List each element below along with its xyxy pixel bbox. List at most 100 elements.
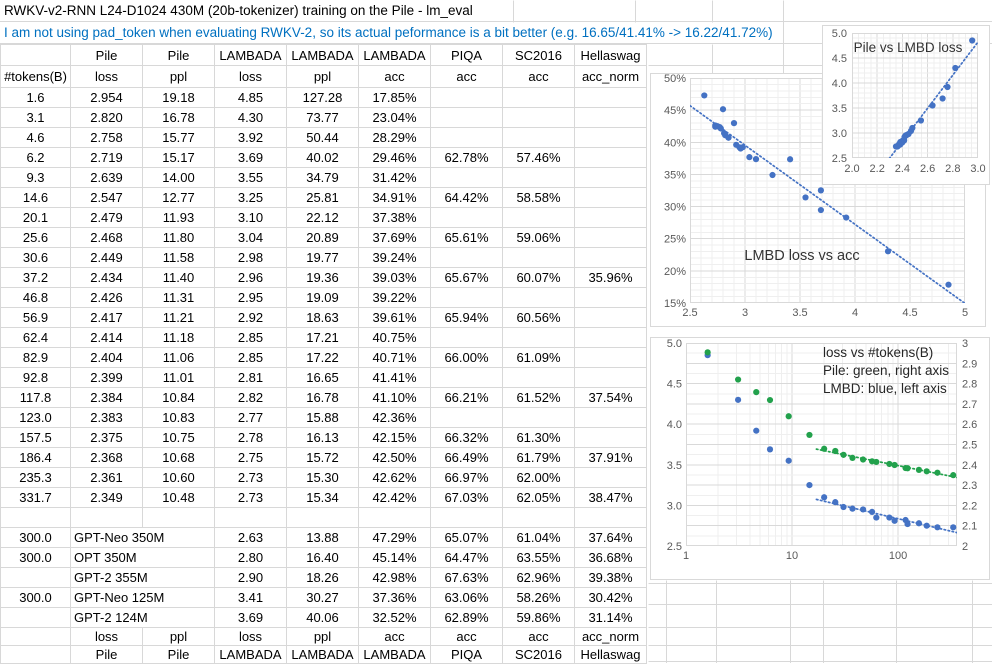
table-cell[interactable]: 4.85 <box>214 87 287 108</box>
table-cell[interactable]: 3.69 <box>214 147 287 168</box>
table-cell[interactable]: 3.55 <box>214 167 287 188</box>
table-cell[interactable]: 42.62% <box>358 467 431 488</box>
table-cell[interactable]: 300.0 <box>0 527 71 548</box>
table-cell[interactable]: 3.69 <box>214 607 287 628</box>
table-cell[interactable]: 10.48 <box>142 487 215 508</box>
table-cell[interactable]: 29.46% <box>358 147 431 168</box>
table-cell[interactable] <box>502 167 575 188</box>
table-cell[interactable]: 18.63 <box>286 307 359 328</box>
table-cell[interactable] <box>502 87 575 108</box>
table-cell[interactable]: 19.77 <box>286 247 359 268</box>
column-header[interactable]: acc_norm <box>574 65 647 88</box>
table-cell[interactable] <box>502 367 575 388</box>
table-cell[interactable]: 57.46% <box>502 147 575 168</box>
table-cell[interactable]: 2.375 <box>70 427 143 448</box>
table-cell[interactable]: 11.93 <box>142 207 215 228</box>
table-cell[interactable]: 2.639 <box>70 167 143 188</box>
table-cell[interactable]: 64.42% <box>430 187 503 208</box>
table-cell[interactable]: 2.85 <box>214 347 287 368</box>
table-cell[interactable]: 186.4 <box>0 447 71 468</box>
note-cell[interactable]: I am not using pad_token when evaluating… <box>0 22 992 44</box>
table-cell[interactable]: 2.383 <box>70 407 143 428</box>
table-cell[interactable]: 2.80 <box>214 547 287 568</box>
baseline-model-name[interactable]: GPT-2 355M <box>70 567 215 588</box>
table-cell[interactable] <box>574 347 647 368</box>
table-cell[interactable]: 66.49% <box>430 447 503 468</box>
column-header[interactable] <box>0 44 71 66</box>
table-cell[interactable]: 65.67% <box>430 267 503 288</box>
table-cell[interactable]: 2.820 <box>70 107 143 128</box>
footer-header[interactable]: loss <box>70 627 143 646</box>
table-cell[interactable] <box>574 147 647 168</box>
table-cell[interactable]: 60.07% <box>502 267 575 288</box>
table-cell[interactable]: 11.58 <box>142 247 215 268</box>
table-cell[interactable]: 2.63 <box>214 527 287 548</box>
table-cell[interactable] <box>430 107 503 128</box>
table-cell[interactable]: 3.10 <box>214 207 287 228</box>
table-cell[interactable] <box>430 507 503 528</box>
table-cell[interactable]: 2.95 <box>214 287 287 308</box>
footer-header[interactable]: Hellaswag <box>574 645 647 664</box>
column-header[interactable]: acc <box>430 65 503 88</box>
table-cell[interactable]: 35.96% <box>574 267 647 288</box>
table-cell[interactable]: 61.52% <box>502 387 575 408</box>
column-header[interactable]: LAMBADA <box>358 44 431 66</box>
table-cell[interactable] <box>574 207 647 228</box>
column-header[interactable]: loss <box>214 65 287 88</box>
table-cell[interactable]: 300.0 <box>0 547 71 568</box>
table-cell[interactable]: 59.06% <box>502 227 575 248</box>
table-cell[interactable]: 28.29% <box>358 127 431 148</box>
column-header[interactable]: PIQA <box>430 44 503 66</box>
table-cell[interactable]: 2.73 <box>214 467 287 488</box>
table-cell[interactable]: 46.8 <box>0 287 71 308</box>
table-cell[interactable]: 31.14% <box>574 607 647 628</box>
table-cell[interactable]: 10.84 <box>142 387 215 408</box>
table-cell[interactable]: 62.00% <box>502 467 575 488</box>
table-cell[interactable]: 15.17 <box>142 147 215 168</box>
table-cell[interactable] <box>430 87 503 108</box>
table-cell[interactable]: 39.22% <box>358 287 431 308</box>
table-cell[interactable]: 39.61% <box>358 307 431 328</box>
table-cell[interactable]: 123.0 <box>0 407 71 428</box>
table-cell[interactable]: 15.77 <box>142 127 215 148</box>
table-cell[interactable]: 15.88 <box>286 407 359 428</box>
table-cell[interactable] <box>574 407 647 428</box>
column-header[interactable]: SC2016 <box>502 44 575 66</box>
table-cell[interactable]: 34.79 <box>286 167 359 188</box>
table-cell[interactable]: 61.30% <box>502 427 575 448</box>
table-cell[interactable]: 11.06 <box>142 347 215 368</box>
table-cell[interactable]: 47.29% <box>358 527 431 548</box>
table-cell[interactable] <box>574 367 647 388</box>
table-cell[interactable]: 9.3 <box>0 167 71 188</box>
table-cell[interactable]: 2.90 <box>214 567 287 588</box>
table-cell[interactable]: 37.64% <box>574 527 647 548</box>
footer-header[interactable]: acc_norm <box>574 627 647 646</box>
table-cell[interactable]: 37.54% <box>574 387 647 408</box>
table-cell[interactable] <box>574 507 647 528</box>
table-cell[interactable]: 2.96 <box>214 267 287 288</box>
table-cell[interactable]: 19.09 <box>286 287 359 308</box>
table-cell[interactable]: 39.03% <box>358 267 431 288</box>
table-cell[interactable]: 17.22 <box>286 347 359 368</box>
table-cell[interactable] <box>574 187 647 208</box>
table-cell[interactable]: 66.00% <box>430 347 503 368</box>
table-cell[interactable]: 63.06% <box>430 587 503 608</box>
table-cell[interactable]: 59.86% <box>502 607 575 628</box>
table-cell[interactable]: 15.34 <box>286 487 359 508</box>
column-header[interactable]: LAMBADA <box>214 44 287 66</box>
table-cell[interactable]: 30.42% <box>574 587 647 608</box>
table-cell[interactable]: 63.55% <box>502 547 575 568</box>
table-cell[interactable]: 2.81 <box>214 367 287 388</box>
table-cell[interactable]: 2.404 <box>70 347 143 368</box>
table-cell[interactable]: 17.21 <box>286 327 359 348</box>
footer-header[interactable]: acc <box>358 627 431 646</box>
table-cell[interactable]: 62.96% <box>502 567 575 588</box>
table-cell[interactable]: 37.69% <box>358 227 431 248</box>
table-cell[interactable] <box>574 467 647 488</box>
table-cell[interactable]: 2.73 <box>214 487 287 508</box>
table-cell[interactable]: 39.38% <box>574 567 647 588</box>
table-cell[interactable]: 2.414 <box>70 327 143 348</box>
table-cell[interactable]: 18.26 <box>286 567 359 588</box>
table-cell[interactable]: 10.60 <box>142 467 215 488</box>
table-cell[interactable]: 2.399 <box>70 367 143 388</box>
